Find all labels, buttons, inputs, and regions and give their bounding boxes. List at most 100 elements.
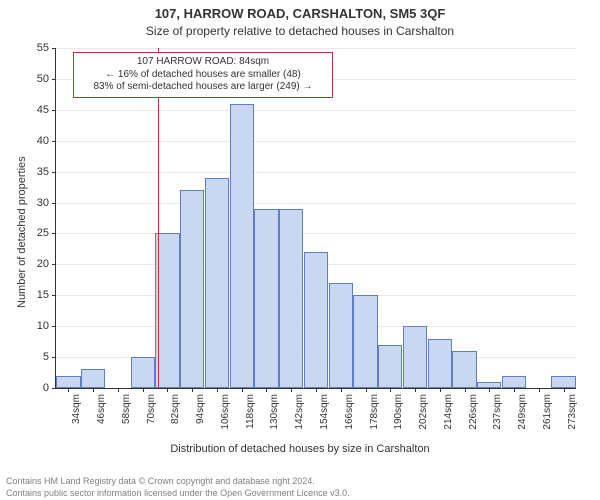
x-tick-label: 237sqm (492, 394, 503, 430)
y-tick (52, 388, 56, 389)
y-tick-label: 10 (27, 320, 49, 332)
annotation-line: ← 16% of detached houses are smaller (48… (77, 69, 329, 82)
bar (254, 209, 278, 388)
grid-line (56, 110, 576, 111)
x-tick (266, 388, 267, 392)
y-tick-label: 55 (27, 42, 49, 54)
x-tick-label: 190sqm (393, 394, 404, 430)
x-tick-label: 154sqm (319, 394, 330, 430)
x-tick (242, 388, 243, 392)
x-tick-label: 94sqm (195, 394, 206, 424)
y-tick (52, 295, 56, 296)
x-tick-label: 202sqm (418, 394, 429, 430)
y-tick (52, 110, 56, 111)
bar (452, 351, 476, 388)
x-tick (465, 388, 466, 392)
chart-title: 107, HARROW ROAD, CARSHALTON, SM5 3QF (0, 6, 600, 21)
x-tick (366, 388, 367, 392)
bar (329, 283, 353, 388)
x-tick (341, 388, 342, 392)
grid-line (56, 141, 576, 142)
bar (205, 178, 229, 388)
bar (428, 339, 452, 388)
y-tick-label: 40 (27, 135, 49, 147)
x-tick-label: 226sqm (468, 394, 479, 430)
bar (230, 104, 254, 388)
x-tick (192, 388, 193, 392)
annotation-line: 107 HARROW ROAD: 84sqm (77, 56, 329, 69)
x-tick (539, 388, 540, 392)
grid-line (56, 203, 576, 204)
x-tick (118, 388, 119, 392)
bar (81, 369, 105, 388)
y-tick (52, 326, 56, 327)
y-tick-label: 20 (27, 258, 49, 270)
bar (180, 190, 204, 388)
x-tick-label: 261sqm (542, 394, 553, 430)
y-tick (52, 203, 56, 204)
x-axis-title: Distribution of detached houses by size … (0, 443, 600, 455)
footer-line: Contains HM Land Registry data © Crown c… (6, 476, 315, 486)
x-tick (217, 388, 218, 392)
y-tick-label: 35 (27, 166, 49, 178)
x-tick (440, 388, 441, 392)
x-tick-label: 273sqm (567, 394, 578, 430)
x-tick-label: 46sqm (96, 394, 107, 424)
y-tick-label: 25 (27, 227, 49, 239)
x-tick (143, 388, 144, 392)
reference-line (158, 48, 159, 388)
chart-container: 107, HARROW ROAD, CARSHALTON, SM5 3QF Si… (0, 0, 600, 500)
grid-line (56, 172, 576, 173)
y-tick (52, 264, 56, 265)
y-tick (52, 233, 56, 234)
bar (279, 209, 303, 388)
x-tick (415, 388, 416, 392)
annotation-line: 83% of semi-detached houses are larger (… (77, 81, 329, 94)
y-tick-label: 30 (27, 197, 49, 209)
x-tick-label: 214sqm (443, 394, 454, 430)
y-tick-label: 50 (27, 73, 49, 85)
annotation-box: 107 HARROW ROAD: 84sqm ← 16% of detached… (73, 52, 333, 98)
y-tick-label: 45 (27, 104, 49, 116)
x-tick-label: 106sqm (220, 394, 231, 430)
y-tick (52, 172, 56, 173)
footer-line: Contains public sector information licen… (6, 488, 350, 498)
bar (56, 376, 80, 388)
x-tick-label: 34sqm (71, 394, 82, 424)
x-tick (167, 388, 168, 392)
x-tick-label: 70sqm (146, 394, 157, 424)
x-tick-label: 58sqm (121, 394, 132, 424)
x-tick (564, 388, 565, 392)
x-tick-label: 142sqm (294, 394, 305, 430)
x-tick (514, 388, 515, 392)
x-tick-label: 118sqm (245, 394, 256, 429)
plot-area (55, 48, 576, 389)
bar (131, 357, 155, 388)
bar (155, 233, 179, 388)
x-tick-label: 166sqm (344, 394, 355, 430)
y-tick-label: 15 (27, 289, 49, 301)
x-tick (291, 388, 292, 392)
bar (403, 326, 427, 388)
y-tick (52, 357, 56, 358)
bar (304, 252, 328, 388)
y-tick-label: 5 (27, 351, 49, 363)
y-tick (52, 141, 56, 142)
x-tick-label: 130sqm (269, 394, 280, 430)
y-tick-label: 0 (27, 382, 49, 394)
bar (353, 295, 377, 388)
x-tick-label: 82sqm (170, 394, 181, 424)
bar (502, 376, 526, 388)
x-tick-label: 178sqm (369, 394, 380, 430)
y-tick (52, 79, 56, 80)
bar (551, 376, 575, 388)
x-tick-label: 249sqm (517, 394, 528, 430)
x-tick (316, 388, 317, 392)
grid-line (56, 233, 576, 234)
x-tick (489, 388, 490, 392)
x-tick (68, 388, 69, 392)
x-tick (390, 388, 391, 392)
grid-line (56, 48, 576, 49)
x-tick (93, 388, 94, 392)
chart-subtitle: Size of property relative to detached ho… (0, 24, 600, 38)
